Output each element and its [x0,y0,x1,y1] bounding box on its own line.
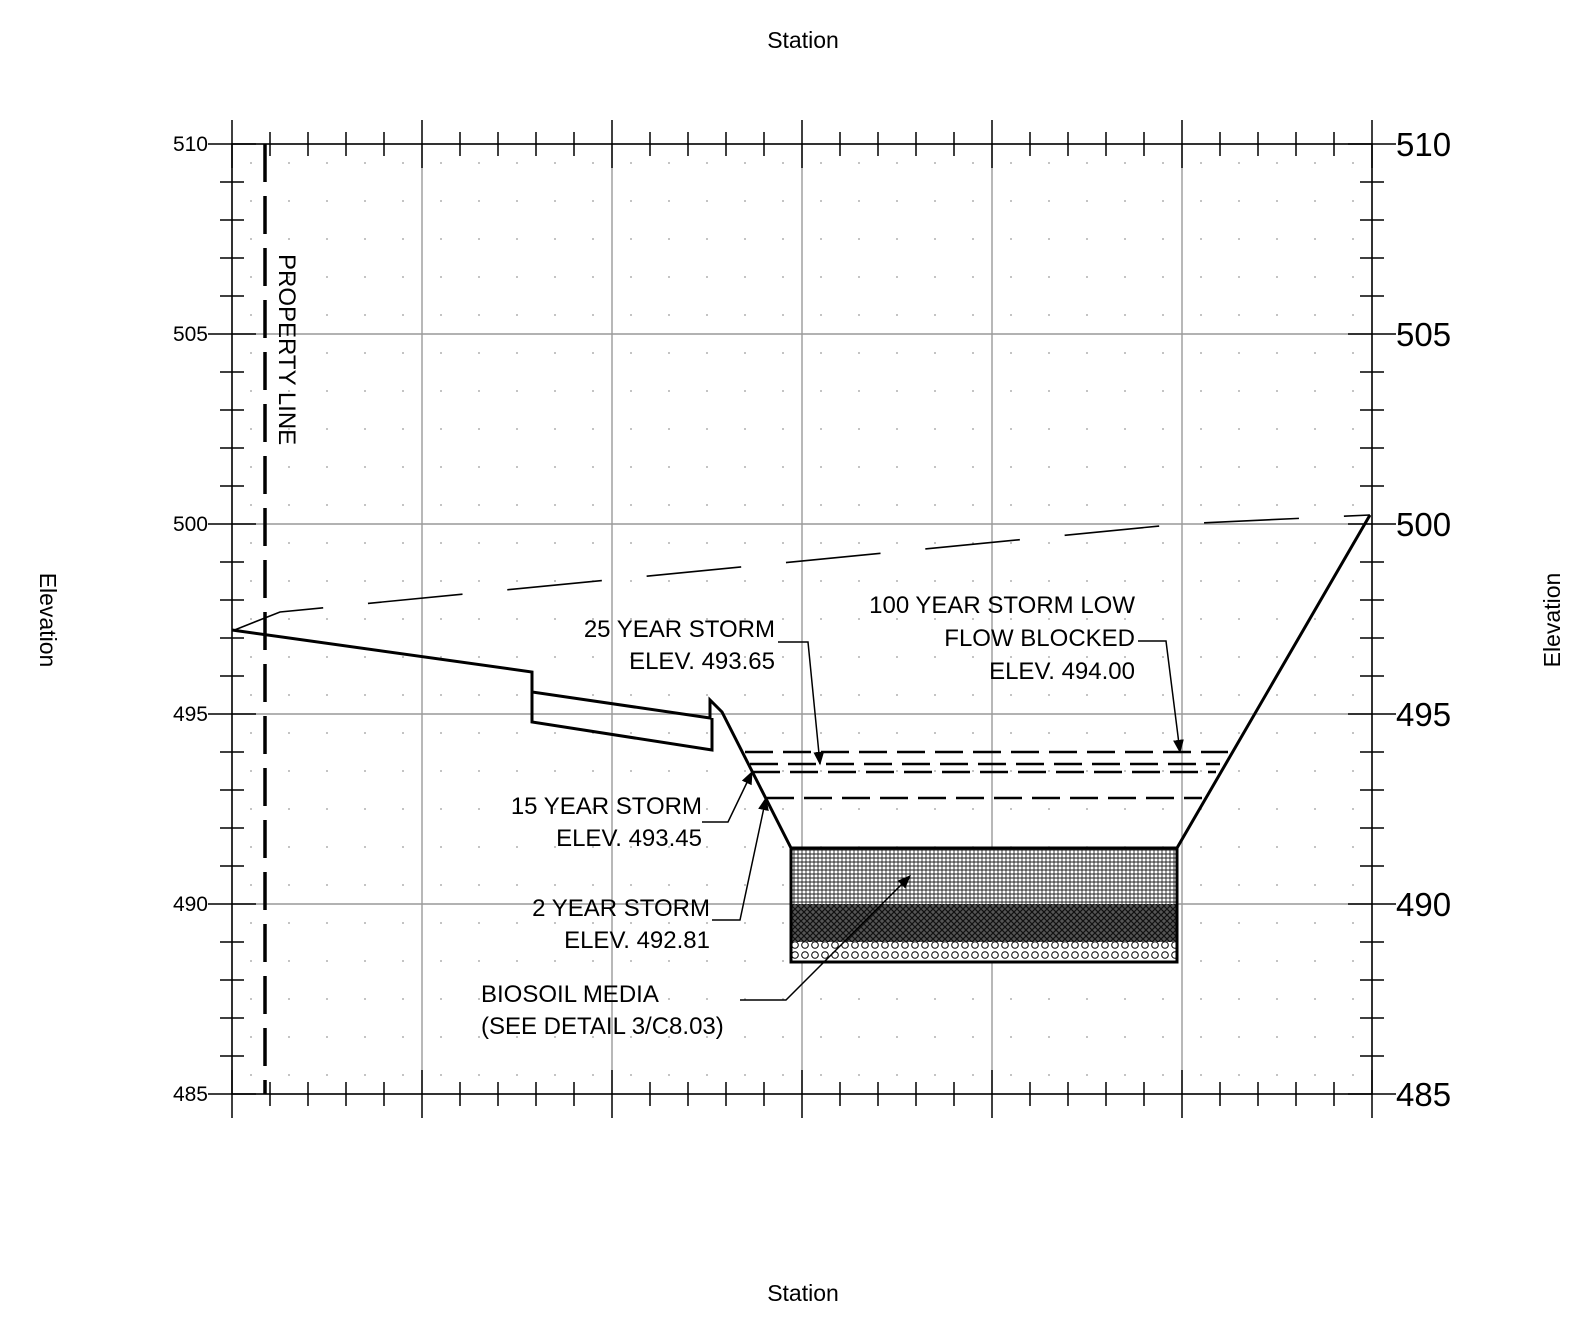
existing-grade-line [231,514,1371,632]
left-elevation-labels: 510 505 500 495 490 485 [173,133,208,1106]
curb-outline [530,692,714,752]
storm-2-label-line2: ELEV. 492.81 [564,927,710,954]
biosoil-label-line1: BIOSOIL MEDIA [481,981,659,1008]
storm-15-label-line1: 15 YEAR STORM [511,793,702,820]
biosoil-layer-middle [791,904,1177,942]
right-elevation-label: 500 [1396,506,1451,543]
property-line-label: PROPERTY LINE [273,254,300,445]
left-axis-title: Elevation [35,573,61,668]
left-elevation-label: 490 [173,893,208,916]
right-elevation-labels: 510 505 500 495 490 485 [1396,126,1451,1113]
storm-25-label-line1: 25 YEAR STORM [584,616,775,643]
left-elevation-label: 500 [173,513,208,536]
leader-biosoil [740,875,911,1001]
plot-frame [231,143,1373,1095]
biosoil-label-line2: (SEE DETAIL 3/C8.03) [481,1013,724,1040]
storm-25-label-line2: ELEV. 493.65 [629,648,775,675]
right-axis-title: Elevation [1539,573,1565,668]
leader-15-year [702,770,753,823]
top-axis-title: Station [767,27,839,53]
right-elevation-label: 505 [1396,316,1451,353]
storm-100-label-line1: 100 YEAR STORM LOW [869,592,1135,619]
storm-15-label-line2: ELEV. 493.45 [556,825,702,852]
right-elevation-label: 495 [1396,696,1451,733]
proposed-grade-line [231,514,1372,850]
left-elevation-label: 505 [173,323,208,346]
leader-25-year [778,641,825,766]
storm-2-label-line1: 2 YEAR STORM [532,895,710,922]
left-elevation-label: 485 [173,1083,208,1106]
leaders [702,640,1184,1001]
right-elevation-label: 510 [1396,126,1451,163]
right-elevation-label: 490 [1396,886,1451,923]
leader-2-year [712,796,769,921]
storm-100-label-line2: FLOW BLOCKED [944,625,1135,652]
storm-100-label-line3: ELEV. 494.00 [989,658,1135,685]
right-elevation-label: 485 [1396,1076,1451,1113]
left-elevation-label: 495 [173,703,208,726]
leader-100-year [1138,640,1184,754]
left-elevation-label: 510 [173,133,208,156]
biosoil-layer-gravel [791,942,1177,962]
bottom-axis-title: Station [767,1280,839,1306]
biosoil-layer-top [791,848,1177,904]
